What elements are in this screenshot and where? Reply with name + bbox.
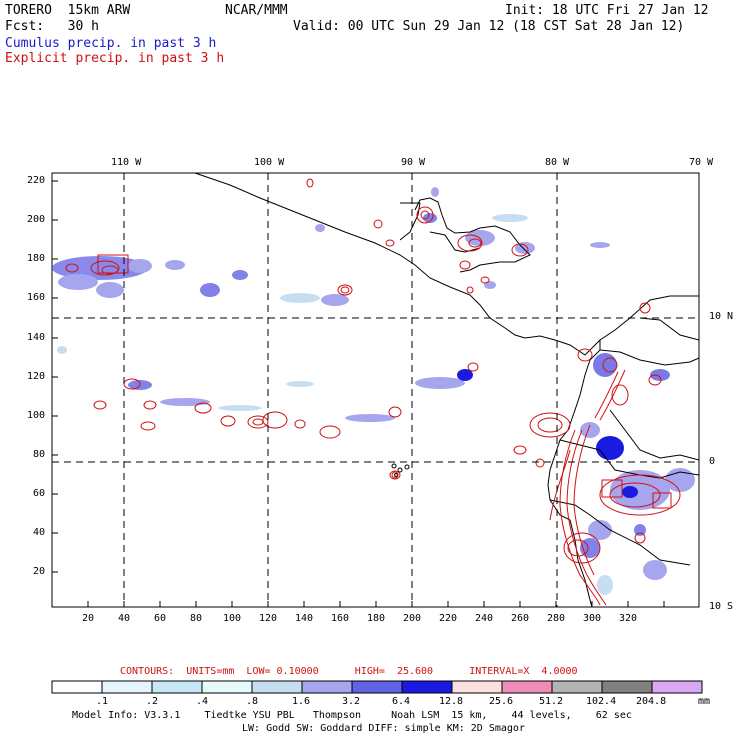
x-tick-label: 100 [223,613,242,624]
y-tick-label: 220 [27,175,46,186]
colorbar [51,680,703,694]
valid-time: Valid: 00 UTC Sun 29 Jan 12 (18 CST Sat … [293,19,685,34]
colorbar-label: 6.4 [392,696,411,707]
center-name: NCAR/MMM [225,3,288,18]
y-tick-label: 60 [33,488,46,499]
x-tick-label: 260 [511,613,530,624]
y-tick-label: 80 [33,449,46,460]
forecast-hour: Fcst: 30 h [5,19,99,34]
x-tick-label: 80 [190,613,203,624]
lon-label-70w: 70 W [689,157,714,168]
explicit-precip-contours [65,178,681,606]
model-physics: LW: Godd SW: Goddard DIFF: simple KM: 2D… [242,723,525,734]
y-tick-label: 200 [27,214,46,225]
x-tick-label: 280 [547,613,566,624]
x-tick-label: 60 [154,613,167,624]
colorbar-label: 12.8 [439,696,464,707]
x-tick-label: 120 [259,613,278,624]
y-tick-label: 160 [27,292,46,303]
model-name: TORERO 15km ARW [5,3,131,18]
lon-label-110w: 110 W [111,157,142,168]
x-tick-label: 140 [295,613,314,624]
map-frame [51,172,700,608]
y-tick-label: 20 [33,566,46,577]
colorbar-label: 204.8 [636,696,667,707]
y-tick-label: 120 [27,371,46,382]
lon-label-90w: 90 W [401,157,426,168]
x-tick-label: 220 [439,613,458,624]
colorbar-label: 3.2 [342,696,361,707]
graticule [52,173,699,607]
lon-label-100w: 100 W [254,157,285,168]
lat-label-10n: 10 N [709,311,734,322]
cumulus-field-title: Cumulus precip. in past 3 h [5,36,217,51]
x-tick-label: 240 [475,613,494,624]
colorbar-label: .1 [96,696,109,707]
y-tick-label: 180 [27,253,46,264]
axis-ticks [52,180,665,607]
colorbar-label: 25.6 [489,696,514,707]
lat-label-equator: 0 [709,456,716,467]
y-tick-label: 140 [27,332,46,343]
x-tick-label: 180 [367,613,386,624]
lon-label-80w: 80 W [545,157,570,168]
colorbar-label: .2 [146,696,159,707]
x-tick-label: 20 [82,613,95,624]
explicit-field-title: Explicit precip. in past 3 h [5,51,225,66]
colorbar-label: .8 [246,696,259,707]
coastlines [194,172,700,608]
colorbar-unit: mm [698,696,711,707]
x-tick-label: 200 [403,613,422,624]
init-time: Init: 18 UTC Fri 27 Jan 12 [505,3,709,18]
contour-info: CONTOURS: UNITS=mm LOW= 0.10000 HIGH= 25… [120,666,578,677]
lat-label-10s: 10 S [709,601,734,612]
y-tick-label: 100 [27,410,46,421]
y-tick-label: 40 [33,527,46,538]
colorbar-label: 1.6 [292,696,311,707]
x-tick-label: 320 [619,613,638,624]
colorbar-label: .4 [196,696,209,707]
colorbar-label: 51.2 [539,696,564,707]
colorbar-label: 102.4 [586,696,617,707]
x-tick-label: 40 [118,613,131,624]
x-tick-label: 300 [583,613,602,624]
model-info: Model Info: V3.3.1 Tiedtke YSU PBL Thomp… [72,710,632,721]
x-tick-label: 160 [331,613,350,624]
